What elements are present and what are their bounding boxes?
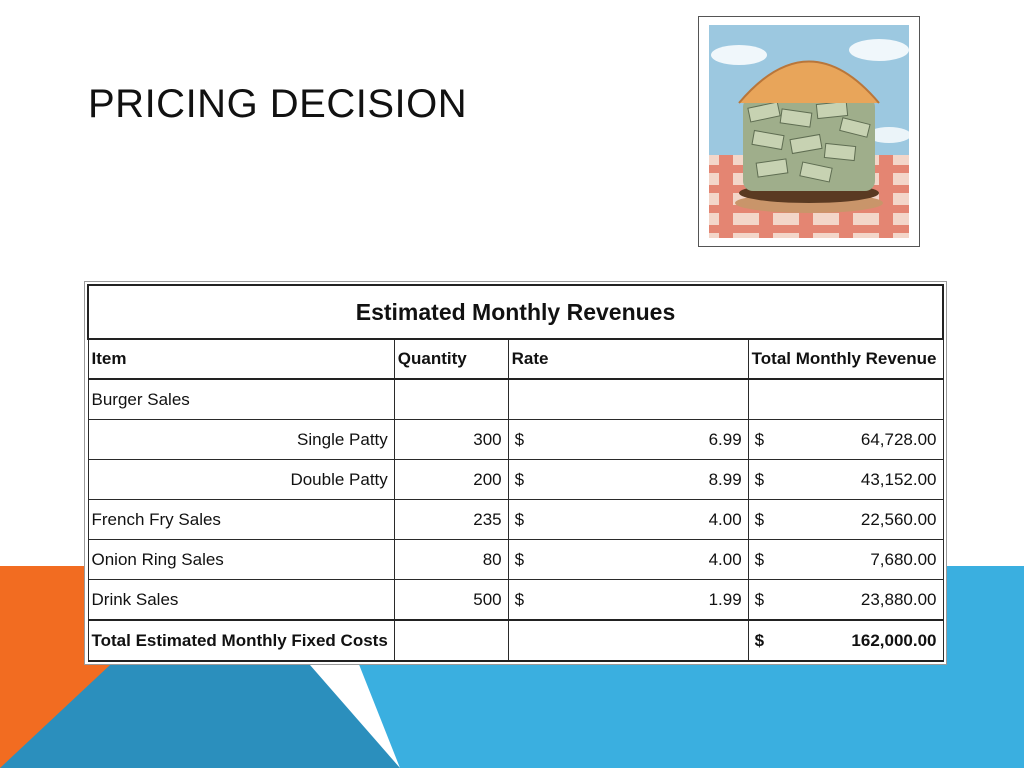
row-quantity: 235 — [393, 499, 509, 540]
row-rate — [507, 378, 749, 420]
total-value: 23,880.00 — [860, 589, 937, 609]
total-quantity-empty — [393, 619, 509, 662]
row-item: Drink Sales — [87, 579, 395, 621]
rate-value: 6.99 — [708, 429, 742, 449]
row-quantity — [393, 378, 509, 420]
row-total — [747, 378, 944, 420]
row-rate: $4.00 — [507, 499, 749, 540]
rate-currency: $ — [514, 469, 525, 489]
row-total: $23,880.00 — [747, 579, 944, 621]
table-row: Single Patty 300 $6.99 $64,728.00 — [87, 419, 944, 460]
rate-currency: $ — [514, 509, 525, 529]
total-currency: $ — [754, 469, 765, 489]
row-total: $7,680.00 — [747, 539, 944, 580]
rate-currency: $ — [514, 589, 525, 609]
table-row: Double Patty 200 $8.99 $43,152.00 — [87, 459, 944, 500]
total-currency: $ — [754, 589, 765, 609]
row-rate: $4.00 — [507, 539, 749, 580]
row-total: $43,152.00 — [747, 459, 944, 500]
row-item: Single Patty — [87, 419, 395, 460]
dark-blue-triangle — [0, 665, 400, 768]
total-value: 7,680.00 — [870, 549, 937, 569]
revenue-table-image: Estimated Monthly Revenues Item Quantity… — [84, 281, 947, 665]
row-total: $22,560.00 — [747, 499, 944, 540]
table-row: Burger Sales — [87, 378, 944, 420]
total-row: Total Estimated Monthly Fixed Costs $162… — [87, 619, 944, 662]
total-currency: $ — [754, 429, 765, 449]
header-item: Item — [87, 338, 395, 380]
table-caption: Estimated Monthly Revenues — [87, 284, 944, 340]
burger-money-image — [698, 16, 920, 247]
rate-value: 1.99 — [708, 589, 742, 609]
total-amount-currency: $ — [754, 630, 765, 650]
header-total-revenue: Total Monthly Revenue — [747, 338, 944, 380]
total-rate-empty — [507, 619, 749, 662]
revenue-table: Estimated Monthly Revenues Item Quantity… — [87, 284, 944, 662]
table-header-row: Item Quantity Rate Total Monthly Revenue — [87, 338, 944, 380]
row-rate: $6.99 — [507, 419, 749, 460]
table-row: French Fry Sales 235 $4.00 $22,560.00 — [87, 499, 944, 540]
row-quantity: 500 — [393, 579, 509, 621]
total-label: Total Estimated Monthly Fixed Costs — [87, 619, 395, 662]
table-row: Drink Sales 500 $1.99 $23,880.00 — [87, 579, 944, 621]
rate-value: 4.00 — [708, 509, 742, 529]
row-rate: $1.99 — [507, 579, 749, 621]
table-row: Onion Ring Sales 80 $4.00 $7,680.00 — [87, 539, 944, 580]
rate-currency: $ — [514, 429, 525, 449]
row-item: Double Patty — [87, 459, 395, 500]
header-quantity: Quantity — [393, 338, 509, 380]
total-currency: $ — [754, 549, 765, 569]
rate-value: 8.99 — [708, 469, 742, 489]
row-item: Onion Ring Sales — [87, 539, 395, 580]
slide-title: Pricing Decision — [88, 82, 468, 126]
total-amount-value: 162,000.00 — [851, 630, 937, 650]
rate-value: 4.00 — [708, 549, 742, 569]
row-total: $64,728.00 — [747, 419, 944, 460]
total-amount: $162,000.00 — [747, 619, 944, 662]
total-currency: $ — [754, 509, 765, 529]
total-value: 64,728.00 — [860, 429, 937, 449]
rate-currency: $ — [514, 549, 525, 569]
row-quantity: 80 — [393, 539, 509, 580]
row-rate: $8.99 — [507, 459, 749, 500]
burger-illustration — [709, 25, 909, 238]
row-quantity: 300 — [393, 419, 509, 460]
header-rate: Rate — [507, 338, 749, 380]
row-quantity: 200 — [393, 459, 509, 500]
row-item: French Fry Sales — [87, 499, 395, 540]
total-value: 43,152.00 — [860, 469, 937, 489]
row-item: Burger Sales — [87, 378, 395, 420]
total-value: 22,560.00 — [860, 509, 937, 529]
